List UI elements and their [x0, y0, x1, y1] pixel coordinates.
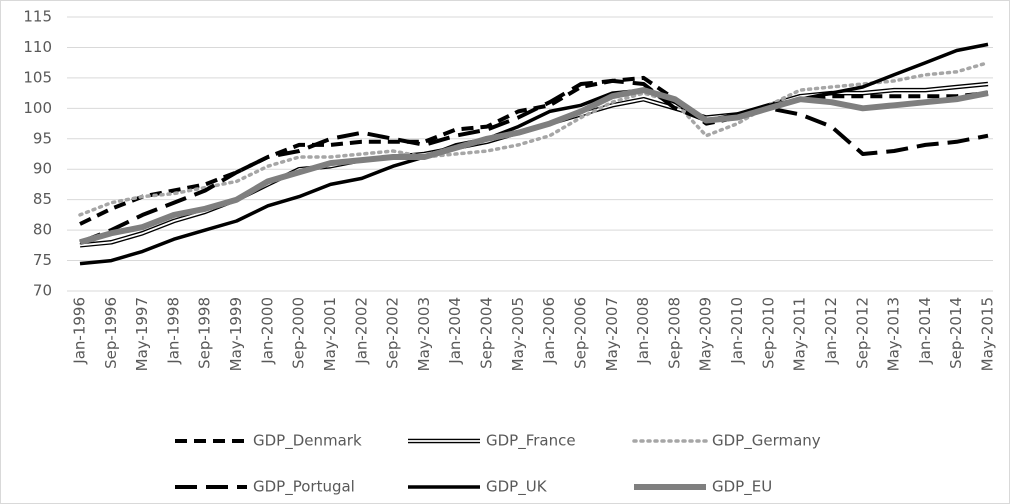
legend-label: GDP_Germany [712, 432, 821, 451]
y-tick-label: 70 [33, 282, 52, 300]
series-line [78, 60, 990, 217]
legend-label: GDP_France [486, 432, 576, 451]
y-tick-label: 105 [23, 68, 52, 86]
x-tick-label: Jan-2014 [916, 297, 934, 365]
x-tick-label: Sep-1996 [102, 297, 120, 369]
x-tick-label: Jan-2002 [352, 297, 370, 365]
y-tick-label: 95 [33, 129, 52, 147]
x-tick-label: Jan-2000 [258, 297, 276, 365]
series-line [79, 78, 989, 245]
x-tick-label: Sep-2008 [665, 297, 683, 369]
legend-label: GDP_UK [486, 478, 548, 497]
x-tick-label: May-2005 [509, 297, 527, 371]
x-tick-label: Jan-1996 [71, 297, 89, 365]
x-tick-label: Sep-1998 [196, 297, 214, 369]
x-tick-label: May-2007 [603, 297, 621, 371]
x-tick-label: Sep-2004 [478, 297, 496, 369]
y-tick-label: 110 [23, 38, 52, 56]
x-tick-label: Jan-1998 [164, 297, 182, 365]
y-tick-label: 85 [33, 190, 52, 208]
x-tick-label: May-2001 [321, 297, 339, 371]
x-tick-label: Sep-2006 [571, 297, 589, 369]
x-tick-label: Jan-2012 [822, 297, 840, 365]
x-tick-label: May-1999 [227, 297, 245, 371]
y-tick-label: 115 [23, 8, 52, 26]
x-tick-label: May-2011 [791, 297, 809, 371]
legend-label: GDP_EU [712, 478, 772, 497]
x-tick-label: May-2013 [885, 297, 903, 371]
series-line [79, 42, 989, 266]
y-tick-label: 75 [33, 251, 52, 269]
x-tick-label: May-2009 [697, 297, 715, 371]
x-tick-label: Sep-2002 [384, 297, 402, 369]
x-tick-label: Jan-2006 [540, 297, 558, 365]
x-tick-label: Jan-2008 [634, 297, 652, 365]
x-tick-label: Jan-2004 [446, 297, 464, 365]
series-line [79, 87, 989, 246]
x-tick-label: May-2003 [415, 297, 433, 371]
x-tick-label: Sep-2000 [290, 297, 308, 369]
x-tick-label: Sep-2012 [853, 297, 871, 369]
x-tick-label: May-2015 [979, 297, 997, 371]
legend-label: GDP_Denmark [253, 432, 362, 451]
legend-label: GDP_Portugal [253, 478, 355, 497]
y-tick-label: 90 [33, 160, 52, 178]
x-tick-label: Jan-2010 [728, 297, 746, 365]
x-tick-label: Sep-2010 [759, 297, 777, 369]
x-tick-label: Sep-2014 [947, 297, 965, 369]
y-tick-label: 80 [33, 221, 52, 239]
x-tick-label: May-1997 [133, 297, 151, 371]
y-tick-label: 100 [23, 99, 52, 117]
